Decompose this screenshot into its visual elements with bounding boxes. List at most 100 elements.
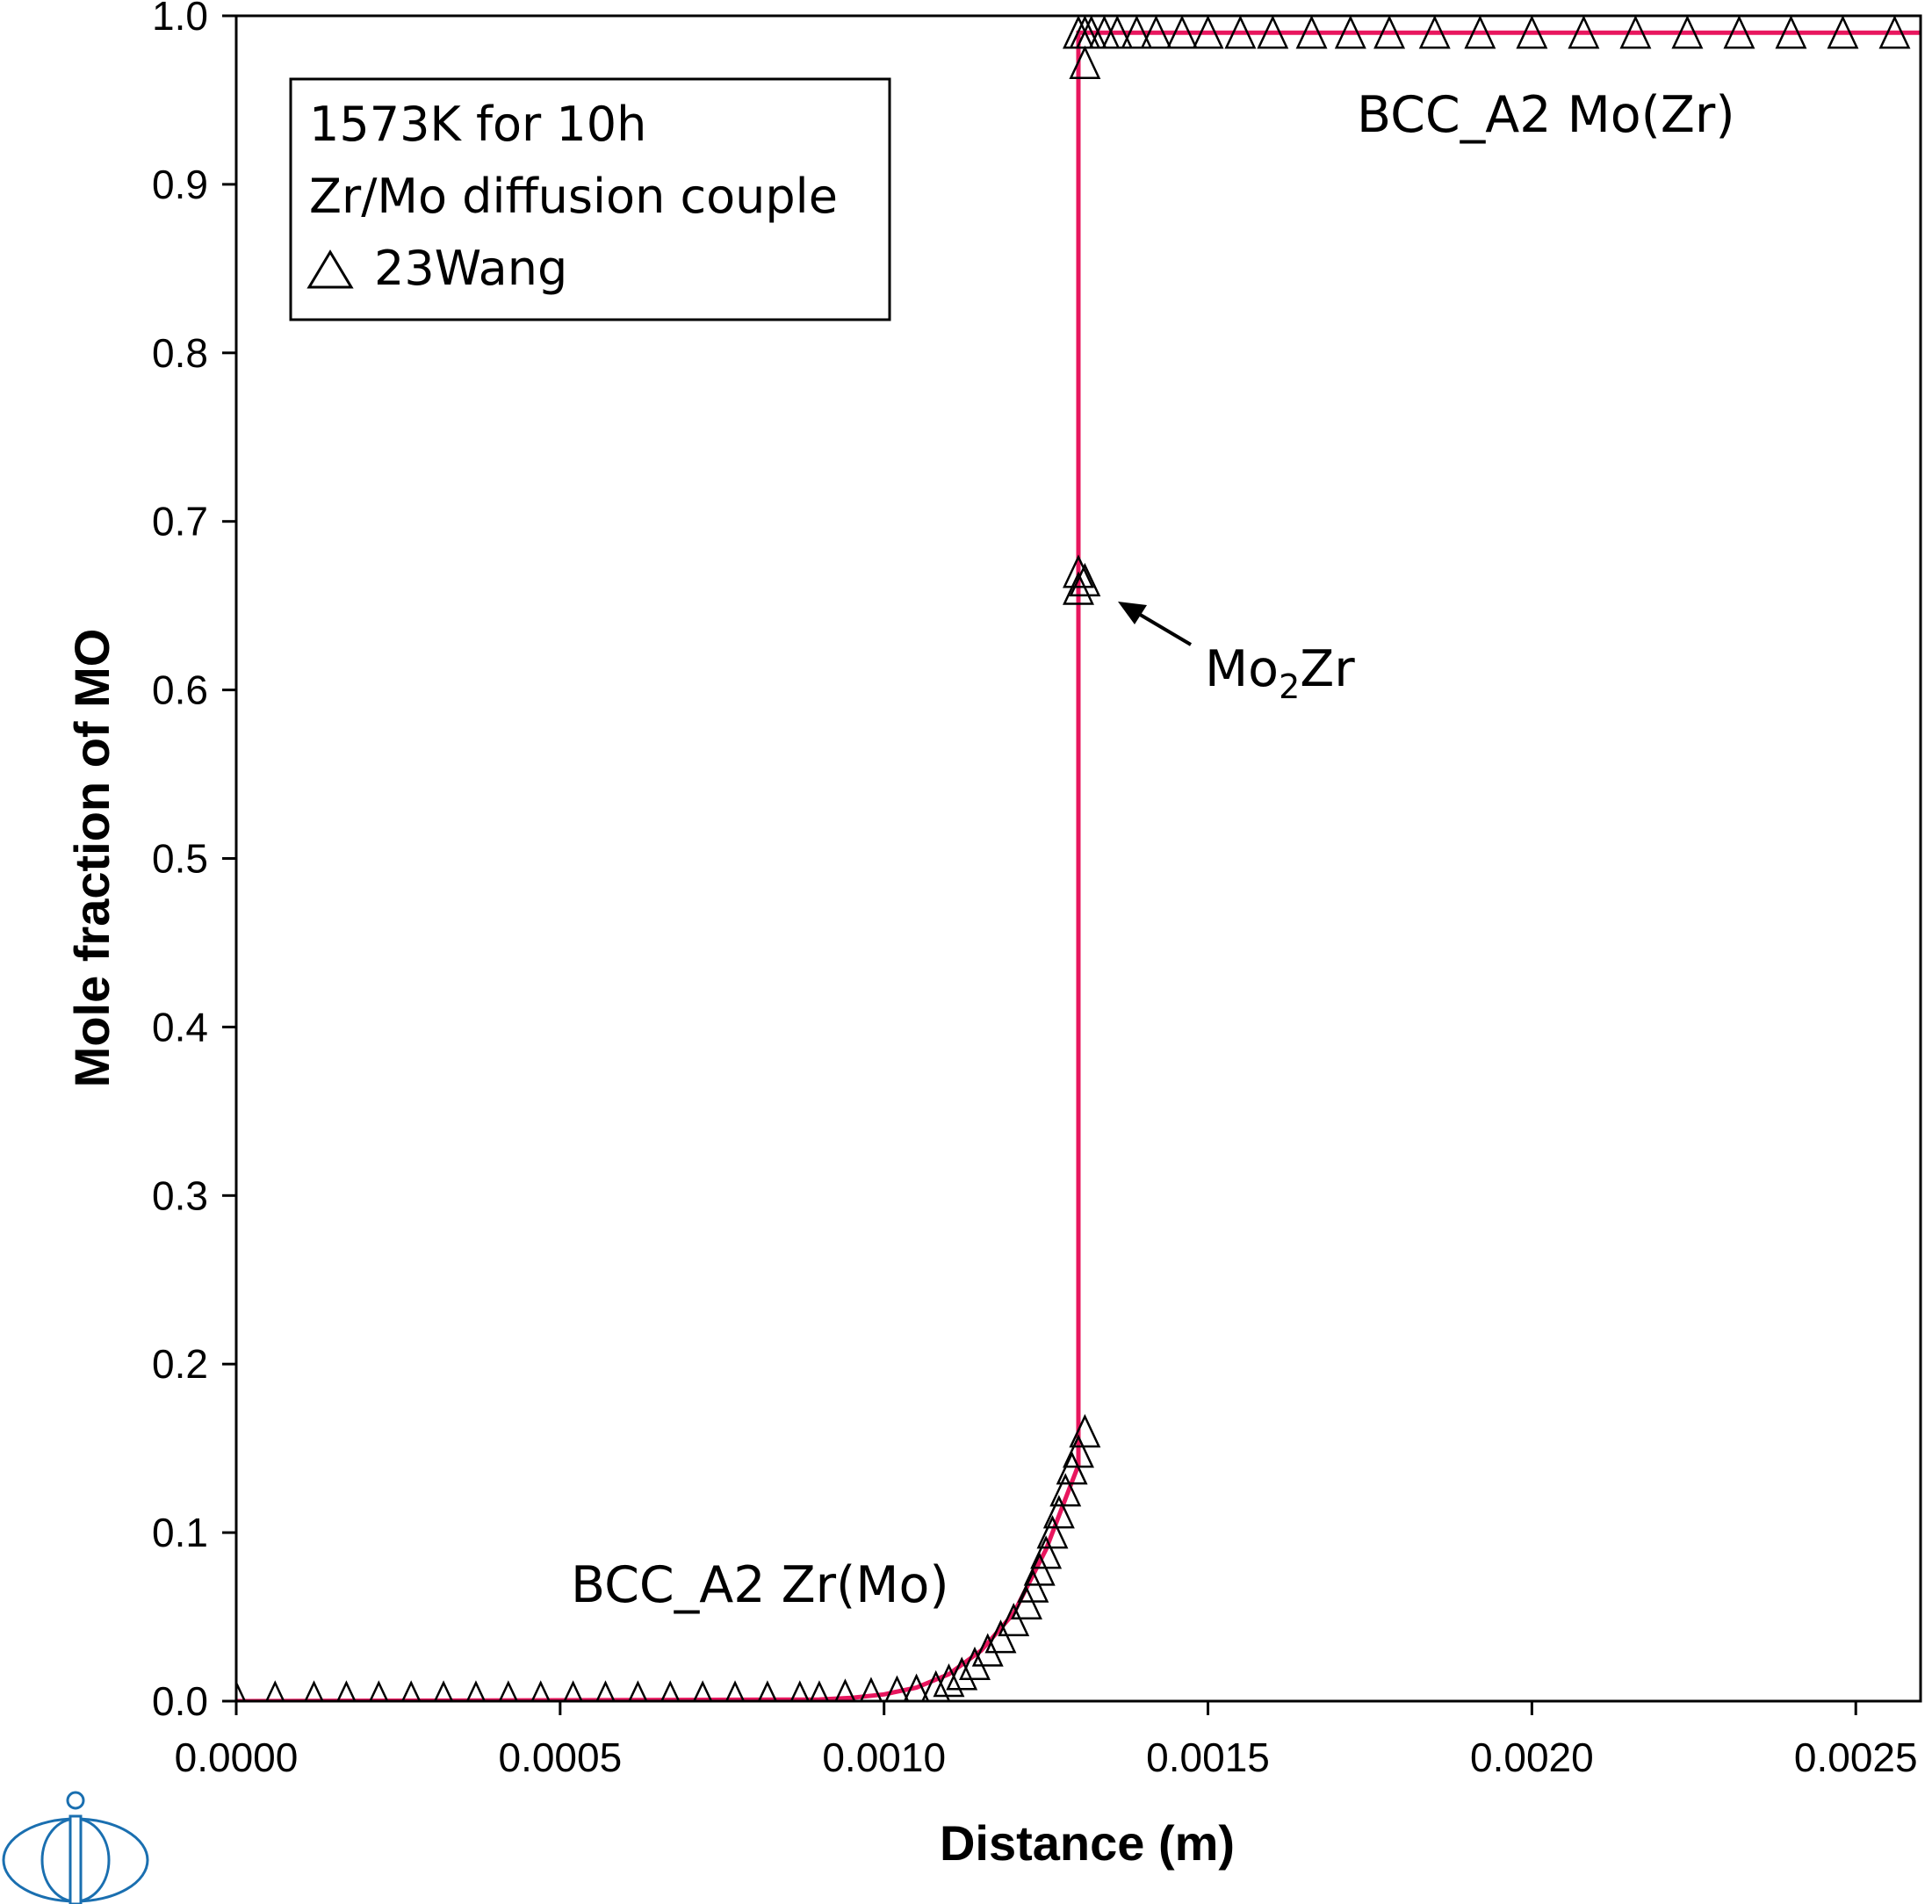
experimental-point [1166,16,1198,49]
experimental-point [1464,16,1496,49]
experimental-point [1373,16,1406,49]
x-tick-label: 0.0020 [1470,1735,1594,1780]
experimental-point [1036,1515,1069,1549]
experimental-point [757,1680,778,1701]
experimental-point [1069,1414,1101,1448]
y-tick-label: 1.0 [152,0,208,39]
mo2zr-suffix: Zr [1300,640,1355,698]
experimental-point [921,1670,951,1701]
experimental-point [1023,1552,1056,1586]
y-axis-title: Mole fraction of MO [64,629,119,1088]
experimental-point [933,1663,965,1698]
y-tick-label: 0.4 [152,1004,208,1049]
experimental-point [1017,1569,1049,1603]
legend-line-1: 1573K for 10h [309,97,646,152]
logo-dot-icon [66,1791,85,1810]
experimental-point [1224,16,1257,49]
x-tick-label: 0.0005 [498,1735,622,1780]
experimental-point [1827,16,1859,49]
experimental-point [1619,16,1652,49]
mo2zr-label: Mo2Zr [1205,640,1355,706]
annotation-mo2zr: Mo2Zr [1118,602,1355,706]
arrow-head-icon [1118,602,1147,624]
experimental-point [1723,16,1755,49]
experimental-point [1775,16,1807,49]
x-tick-label: 0.0015 [1146,1735,1270,1780]
y-tick-label: 0.7 [152,499,208,545]
legend-marker-label: 23Wang [374,241,567,296]
experimental-point [1063,554,1094,588]
x-tick-label: 0.0010 [822,1735,946,1780]
y-tick-label: 0.8 [152,330,208,376]
experimental-point [1257,16,1289,49]
experimental-point [336,1680,357,1701]
experimental-point [1295,16,1328,49]
experimental-point [789,1680,810,1701]
mo2zr-base: Mo [1205,640,1279,698]
experimental-point [1192,16,1224,49]
experimental-point [433,1680,454,1701]
mo2zr-subscript: 2 [1279,667,1300,706]
legend: 1573K for 10h Zr/Mo diffusion couple 23W… [289,77,891,321]
experimental-point [369,1680,389,1701]
experimental-point [1063,571,1094,605]
legend-line-2: Zr/Mo diffusion couple [309,169,838,224]
x-tick-label: 0.0025 [1794,1735,1918,1780]
experimental-point [959,1646,991,1681]
experimental-point [1049,1473,1082,1507]
experimental-point [1140,16,1172,49]
experimental-point [498,1680,519,1701]
experimental-point [400,1680,422,1701]
experimental-point [1069,45,1101,79]
experimental-point [809,1680,830,1701]
experimental-point [1121,16,1153,49]
experimental-point [1671,16,1704,49]
experimental-point [1063,1434,1094,1468]
y-tick-label: 0.0 [152,1678,208,1724]
experimental-point [660,1680,681,1701]
experimental-point [1011,1585,1042,1619]
experimental-point [304,1680,324,1701]
experimental-point [530,1680,551,1701]
logo [2,1791,149,1904]
experimental-point [1516,16,1548,49]
y-tick-label: 0.6 [152,667,208,713]
legend-triangle-marker [306,249,354,289]
experimental-point [595,1680,616,1701]
x-tick-label: 0.0000 [175,1735,299,1780]
experimental-point [903,1673,930,1701]
experimental-point [859,1677,883,1701]
experimental-point [1568,16,1600,49]
experimental-point [1056,1451,1088,1485]
experimental-point [236,1680,247,1701]
y-axis: 0.0 0.1 0.2 0.3 0.4 0.5 0.6 0.7 0.8 0.9 1.0 [152,0,236,1724]
experimental-point [946,1656,978,1691]
experimental-point [984,1619,1017,1654]
experimental-point [1042,1495,1075,1529]
experimental-point [884,1675,910,1701]
y-tick-label: 0.3 [152,1172,208,1218]
experimental-point [563,1680,583,1701]
x-axis: 0.0000 0.0005 0.0010 0.0015 0.0020 0.0025 [175,1701,1918,1780]
y-tick-label: 0.2 [152,1341,208,1387]
experimental-point [1334,16,1366,49]
experimental-point [465,1680,487,1701]
experimental-point [265,1680,285,1701]
experimental-point [834,1678,856,1701]
arrow-shaft [1131,609,1193,646]
experimental-point [1878,16,1911,49]
experimental-point [1418,16,1451,49]
y-tick-label: 0.5 [152,836,208,882]
annotation-zr-mo-phase: BCC_A2 Zr(Mo) [571,1556,949,1614]
experimental-point [724,1680,746,1701]
experimental-point [1030,1535,1063,1569]
experimental-point [1069,562,1101,597]
annotation-mo-zr-phase: BCC_A2 Mo(Zr) [1357,86,1735,144]
experimental-point [1101,16,1134,49]
legend-box [289,77,891,321]
x-axis-title: Distance (m) [940,1815,1235,1871]
experimental-point [998,1602,1030,1637]
y-tick-label: 0.9 [152,162,208,207]
experimental-point [971,1633,1004,1667]
